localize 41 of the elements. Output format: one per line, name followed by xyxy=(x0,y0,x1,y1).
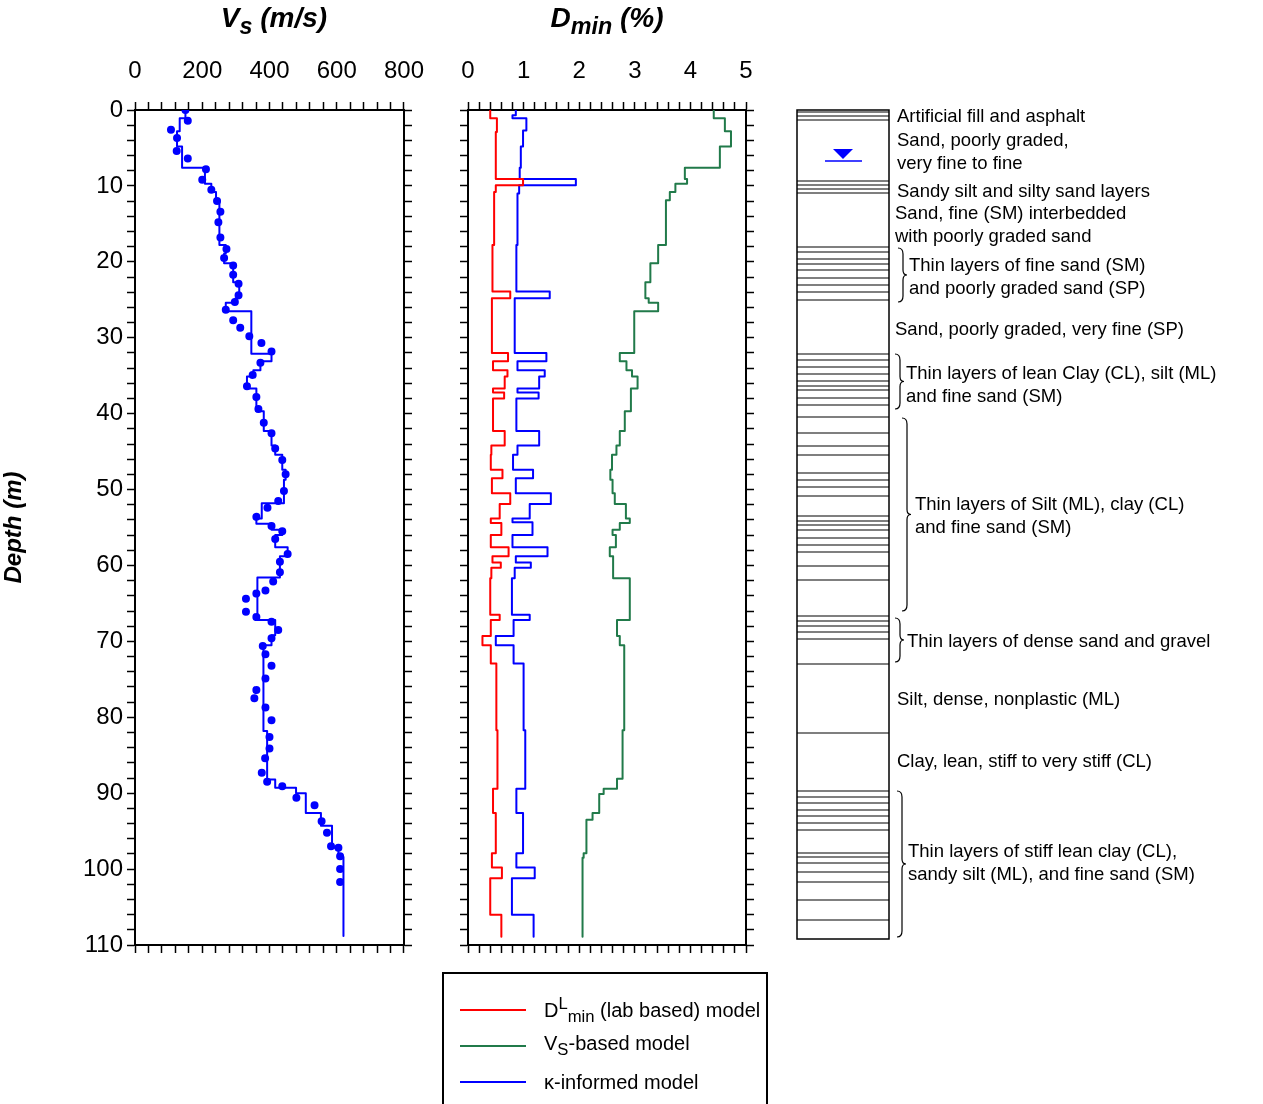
y-tick-label: 10 xyxy=(96,170,123,198)
x-tick-label: 800 xyxy=(383,56,424,84)
y-tick-label: 110 xyxy=(84,929,123,957)
text: Sand, poorly graded, very fine to fine xyxy=(897,128,1069,174)
text: Thin layers of lean Clay (CL), silt (ML) and fine sand (SM) xyxy=(906,361,1217,407)
x-tick-label: 400 xyxy=(249,56,290,84)
x-tick-label: 1 xyxy=(516,56,531,84)
y-tick-label: 30 xyxy=(96,322,123,350)
y-tick-label: 0 xyxy=(109,94,123,122)
x-axis-title: D$_{min}$ (%) xyxy=(549,2,665,40)
text: Artificial fill and asphalt xyxy=(897,104,1086,127)
y-tick-label: 100 xyxy=(82,853,123,881)
text: Silt, dense, nonplastic (ML) xyxy=(897,687,1121,710)
y-tick-label: 90 xyxy=(96,777,123,805)
y-tick-label: 70 xyxy=(96,625,123,653)
x-tick-label: 0 xyxy=(128,56,142,84)
x-axis-title: V$_{s}$ (m/s) xyxy=(219,2,329,40)
x-tick-label: 0 xyxy=(461,56,475,84)
x-tick-label: 2 xyxy=(572,56,586,84)
legend-label: V$_{S}$-based model xyxy=(544,1032,690,1060)
y-tick-label: 80 xyxy=(96,701,123,729)
x-tick-label: 3 xyxy=(628,56,642,84)
y-axis-title: Depth (m) xyxy=(0,471,27,584)
y-tick-label: 60 xyxy=(96,550,123,578)
y-tick-label: 40 xyxy=(96,398,123,426)
text: Thin layers of dense sand and gravel xyxy=(907,629,1211,652)
x-tick-label: 600 xyxy=(316,56,357,84)
legend-label: κ-informed model xyxy=(544,1070,699,1094)
x-tick-label: 200 xyxy=(182,56,223,84)
text: Thin layers of stiff lean clay (CL), sandy silt (ML), and fine sand (SM) xyxy=(908,839,1195,885)
y-tick-label: 20 xyxy=(96,246,123,274)
x-tick-label: 5 xyxy=(739,56,753,84)
text: Sand, fine (SM) interbedded with poorly graded sand xyxy=(895,201,1127,247)
text: Thin layers of fine sand (SM) and poorly graded sand (SP) xyxy=(909,253,1146,299)
text: Clay, lean, stiff to very stiff (CL) xyxy=(897,749,1152,772)
text: Thin layers of Silt (ML), clay (CL) and fine sand (SM) xyxy=(915,492,1185,538)
text: Sandy silt and silty sand layers xyxy=(897,179,1150,202)
x-tick-label: 4 xyxy=(683,56,698,84)
y-tick-label: 50 xyxy=(96,474,123,502)
legend-label: D$^{L}$$_{min}$ (lab based) model xyxy=(544,993,761,1027)
text: Sand, poorly graded, very fine (SP) xyxy=(895,317,1184,340)
